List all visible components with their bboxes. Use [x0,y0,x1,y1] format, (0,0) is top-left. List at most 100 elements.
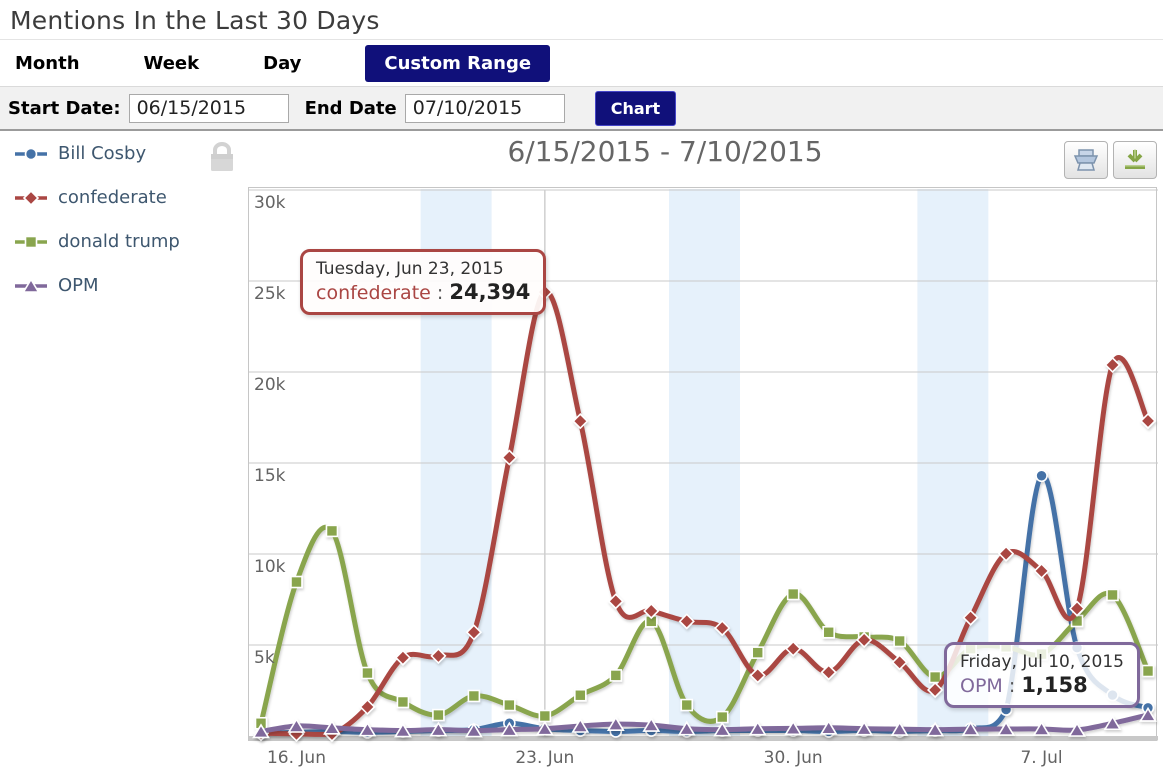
y-axis-label: 10k [254,557,286,577]
data-point-marker[interactable] [822,625,835,639]
data-point-marker[interactable] [928,670,942,684]
data-point-marker[interactable] [785,640,802,657]
legend-item-donald-trump[interactable]: donald trump [14,231,180,252]
data-point-marker[interactable] [893,634,906,648]
data-point-marker[interactable] [574,688,587,702]
legend-label: Bill Cosby [58,143,147,164]
download-icon[interactable] [1113,141,1157,179]
data-point-marker[interactable] [538,709,552,723]
data-point-marker[interactable] [1103,715,1122,731]
data-point-marker[interactable] [323,719,341,735]
data-point-marker[interactable] [1033,562,1050,580]
x-axis-label: 23. Jun [515,748,575,768]
legend-item-opm[interactable]: OPM [14,275,180,296]
data-point-marker[interactable] [430,647,447,665]
data-point-marker[interactable] [751,646,765,659]
data-point-marker[interactable] [962,609,979,626]
legend-label: donald trump [58,231,180,252]
data-point-marker[interactable] [748,720,767,736]
data-point-marker[interactable] [926,721,945,737]
data-point-marker[interactable] [24,147,38,160]
data-point-marker[interactable] [786,587,800,601]
data-point-marker[interactable] [856,631,873,649]
data-point-marker[interactable] [1104,356,1121,374]
data-point-marker[interactable] [1139,706,1157,722]
end-date-input[interactable] [404,93,565,123]
data-point-marker[interactable] [890,721,909,736]
data-point-marker[interactable] [429,721,448,737]
data-point-marker[interactable] [713,721,732,737]
data-point-marker[interactable] [891,654,908,671]
x-axis-line [249,736,1158,741]
tab-custom-range[interactable]: Custom Range [365,44,551,82]
data-point-marker[interactable] [606,716,625,731]
data-point-marker[interactable] [394,722,412,738]
data-point-marker[interactable] [997,545,1015,562]
data-point-marker[interactable] [607,593,624,610]
data-point-marker[interactable] [432,708,445,722]
data-point-marker[interactable] [464,722,483,738]
data-point-marker[interactable] [820,664,837,681]
data-point-marker[interactable] [609,669,623,682]
data-point-marker[interactable] [396,695,410,709]
legend-item-bill-cosby[interactable]: Bill Cosby [14,143,180,164]
print-icon[interactable] [1064,141,1108,179]
data-point-marker[interactable] [1032,720,1051,736]
data-point-marker[interactable] [572,413,589,430]
legend-marker-diamond-icon [15,189,47,206]
data-point-marker[interactable] [1068,600,1086,617]
data-point-marker[interactable] [252,723,270,739]
data-point-marker[interactable] [784,720,803,736]
tab-month[interactable]: Month [15,52,80,74]
tab-week[interactable]: Week [143,52,200,74]
start-date-input[interactable] [128,93,289,123]
data-point-marker[interactable] [714,619,731,637]
chart-title: 6/15/2015 - 7/10/2015 [507,135,823,168]
data-point-marker[interactable] [1141,664,1155,678]
data-point-marker[interactable] [500,721,519,737]
data-point-marker[interactable] [1139,412,1157,430]
y-axis-label: 20k [254,375,286,395]
data-point-marker[interactable] [394,649,412,666]
chart-button[interactable]: Chart [594,90,677,126]
data-point-marker[interactable] [642,717,661,732]
data-point-marker[interactable] [358,721,377,737]
data-point-marker[interactable] [1106,588,1119,602]
data-point-marker[interactable] [465,624,483,641]
data-point-marker[interactable] [926,681,944,699]
data-point-marker[interactable] [961,721,980,736]
data-point-marker[interactable] [290,575,303,589]
data-point-marker[interactable] [287,717,306,733]
data-point-marker[interactable] [325,524,339,538]
data-point-marker[interactable] [855,720,874,736]
data-point-marker[interactable] [715,710,729,724]
data-point-marker[interactable] [643,602,660,620]
y-axis-label: 30k [254,193,286,213]
data-point-marker[interactable] [359,698,376,716]
tab-day[interactable]: Day [263,52,302,74]
export-toolbar [1064,141,1157,179]
data-point-marker[interactable] [1068,721,1086,737]
series-opm [252,706,1157,739]
data-point-marker[interactable] [22,189,40,206]
tooltip-date: Tuesday, Jun 23, 2015 [316,259,504,279]
data-point-marker[interactable] [997,720,1015,736]
legend-marker-triangle-icon [15,277,47,293]
data-point-marker[interactable] [678,613,695,630]
data-point-marker[interactable] [680,698,694,712]
data-point-marker[interactable] [749,667,766,684]
data-point-marker[interactable] [467,689,481,703]
data-point-marker[interactable] [501,449,518,466]
tooltip-colon: : [1008,675,1022,697]
data-point-marker[interactable] [535,720,554,736]
data-point-marker[interactable] [571,717,590,733]
range-tabs: Month Week Day Custom Range [0,40,1163,86]
legend-item-confederate[interactable]: confederate [14,187,180,208]
data-point-marker[interactable] [1035,469,1048,483]
data-point-marker[interactable] [503,698,516,712]
data-point-marker[interactable] [361,666,374,680]
data-point-marker[interactable] [677,720,696,736]
data-point-marker[interactable] [24,235,38,248]
data-point-marker[interactable] [22,277,40,293]
data-point-marker[interactable] [819,719,838,735]
